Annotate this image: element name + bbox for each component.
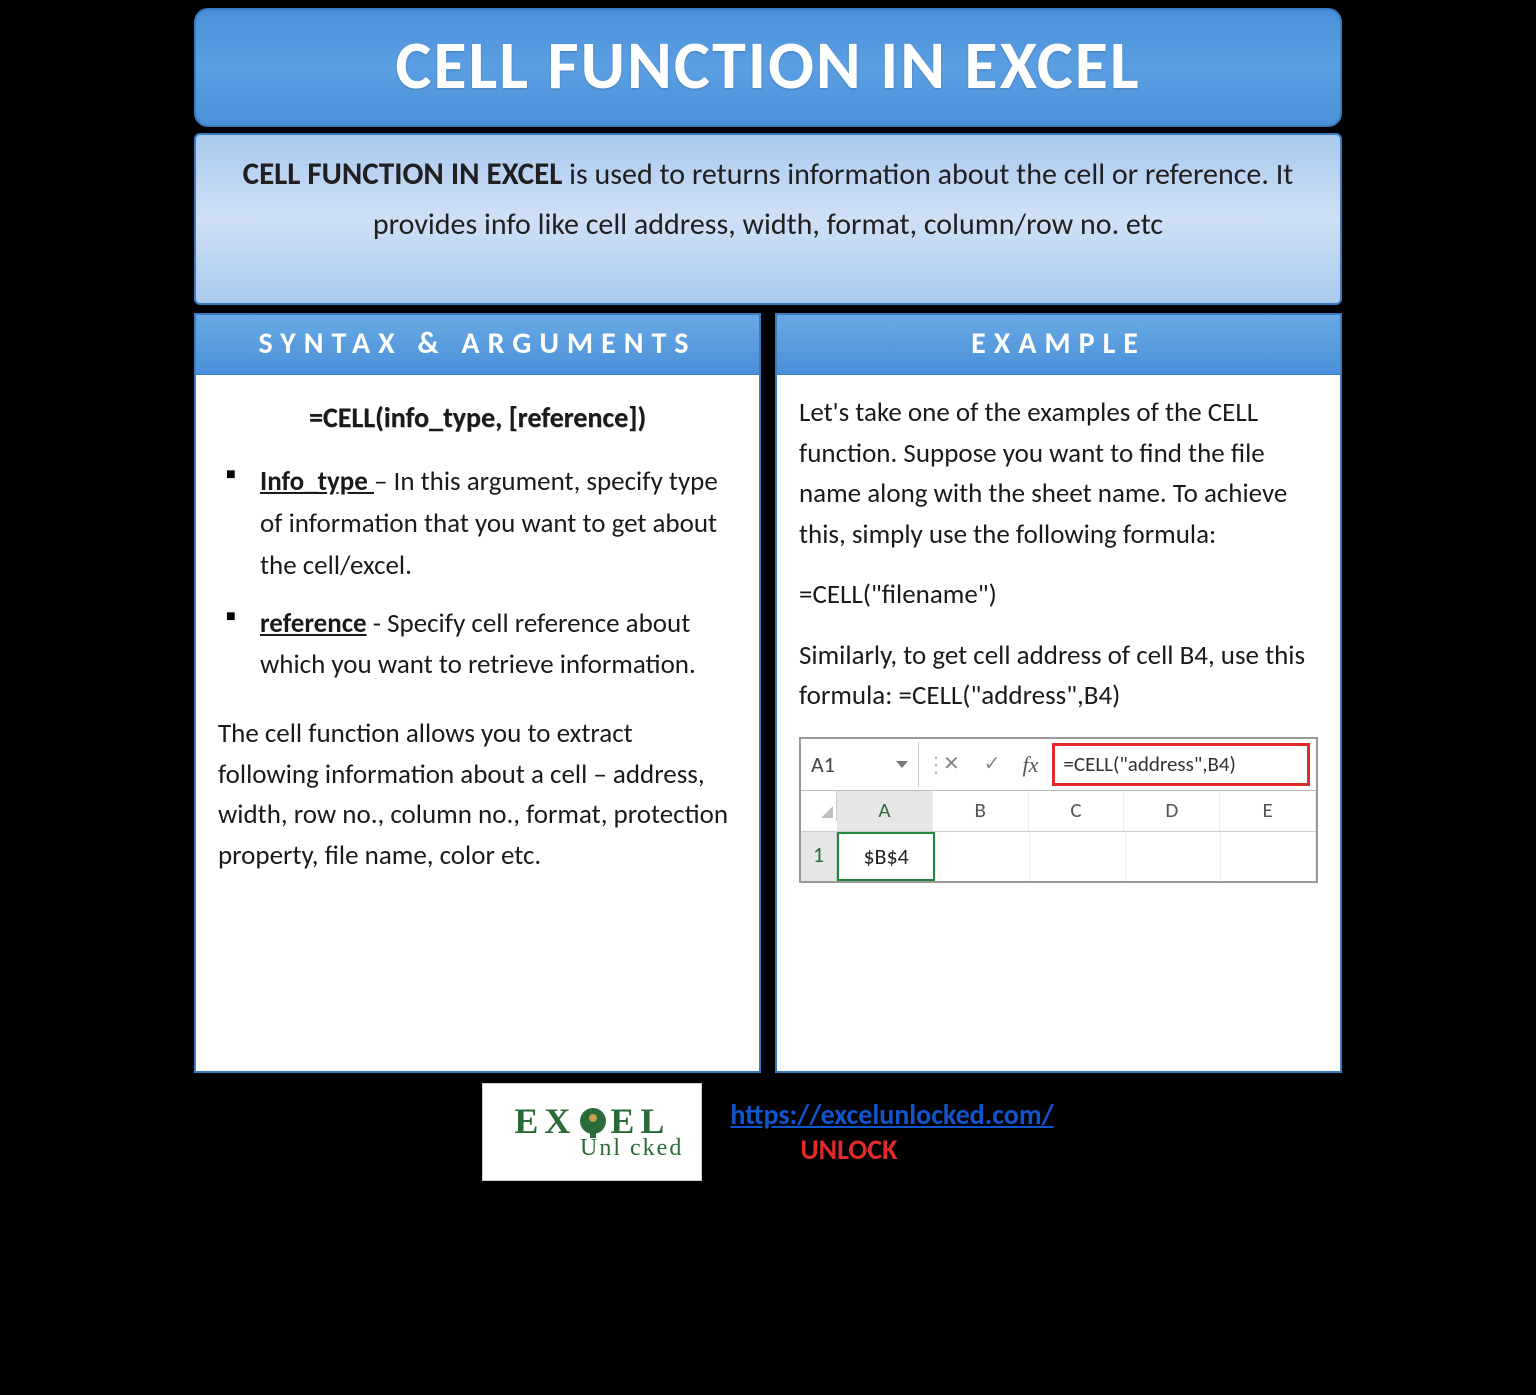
logo-text-left: EX xyxy=(514,1103,576,1139)
dropdown-icon xyxy=(896,761,908,768)
footer: EX EL Unl cked https://excelunlocked.com… xyxy=(194,1083,1342,1181)
col-header-d: D xyxy=(1124,791,1220,831)
syntax-summary: The cell function allows you to extract … xyxy=(218,714,737,876)
columns: SYNTAX & ARGUMENTS =CELL(info_type, [ref… xyxy=(194,313,1342,1073)
cell-c1 xyxy=(1030,832,1125,881)
logo-bottom: Unl cked xyxy=(483,1135,701,1162)
infographic-canvas: CELL FUNCTION IN EXCEL CELL FUNCTION IN … xyxy=(194,0,1342,1181)
example-p2: =CELL("filename") xyxy=(799,575,1318,616)
col-header-b: B xyxy=(933,791,1029,831)
keyhole-icon xyxy=(580,1108,606,1134)
argument-item: Info_type – In this argument, specify ty… xyxy=(224,461,737,587)
intro-box: CELL FUNCTION IN EXCEL is used to return… xyxy=(194,133,1342,305)
title-banner: CELL FUNCTION IN EXCEL xyxy=(194,8,1342,127)
example-header: EXAMPLE xyxy=(777,315,1340,375)
separator-icon: ⋮ xyxy=(919,748,931,781)
argument-item: reference - Specify cell reference about… xyxy=(224,603,737,687)
fx-icon: fx xyxy=(1013,748,1049,781)
argument-name: Info_type xyxy=(260,465,374,498)
col-header-e: E xyxy=(1220,791,1316,831)
logo-top: EX EL xyxy=(514,1103,670,1139)
logo-text-right: EL xyxy=(610,1103,670,1139)
argument-name: reference xyxy=(260,607,367,640)
cell-b1 xyxy=(935,832,1030,881)
footer-url[interactable]: https://excelunlocked.com/ xyxy=(730,1097,1053,1132)
formula-bar: A1 ⋮ ✕ ✓ fx =CELL("address",B4) xyxy=(801,739,1316,792)
footer-unlock: UNLOCK xyxy=(800,1132,897,1167)
footer-text: https://excelunlocked.com/ UNLOCK xyxy=(730,1097,1053,1167)
cell-d1 xyxy=(1126,832,1221,881)
syntax-header: SYNTAX & ARGUMENTS xyxy=(196,315,759,375)
grid: A B C D E 1 $B$4 xyxy=(801,791,1316,881)
example-p3: Similarly, to get cell address of cell B… xyxy=(799,636,1318,717)
excel-screenshot: A1 ⋮ ✕ ✓ fx =CELL("address",B4) A xyxy=(799,737,1318,883)
cell-e1 xyxy=(1221,832,1316,881)
example-body: Let's take one of the examples of the CE… xyxy=(777,375,1340,901)
example-card: EXAMPLE Let's take one of the examples o… xyxy=(775,313,1342,1073)
enter-icon: ✓ xyxy=(972,749,1013,779)
name-box-value: A1 xyxy=(811,748,835,781)
example-p1: Let's take one of the examples of the CE… xyxy=(799,393,1318,555)
logo: EX EL Unl cked xyxy=(482,1083,702,1181)
select-all-corner xyxy=(801,791,837,821)
row-header-1: 1 xyxy=(801,832,837,881)
syntax-card: SYNTAX & ARGUMENTS =CELL(info_type, [ref… xyxy=(194,313,761,1073)
syntax-formula: =CELL(info_type, [reference]) xyxy=(218,397,737,439)
intro-strong: CELL FUNCTION IN EXCEL xyxy=(243,155,563,193)
syntax-body: =CELL(info_type, [reference]) Info_type … xyxy=(196,375,759,894)
grid-row: 1 $B$4 xyxy=(801,832,1316,881)
column-headers: A B C D E xyxy=(801,791,1316,832)
cancel-icon: ✕ xyxy=(931,749,972,779)
argument-list: Info_type – In this argument, specify ty… xyxy=(218,461,737,686)
name-box: A1 xyxy=(801,742,919,787)
cell-a1: $B$4 xyxy=(837,832,935,881)
formula-input-highlight: =CELL("address",B4) xyxy=(1052,743,1310,787)
col-header-c: C xyxy=(1029,791,1125,831)
col-header-a: A xyxy=(837,791,933,831)
